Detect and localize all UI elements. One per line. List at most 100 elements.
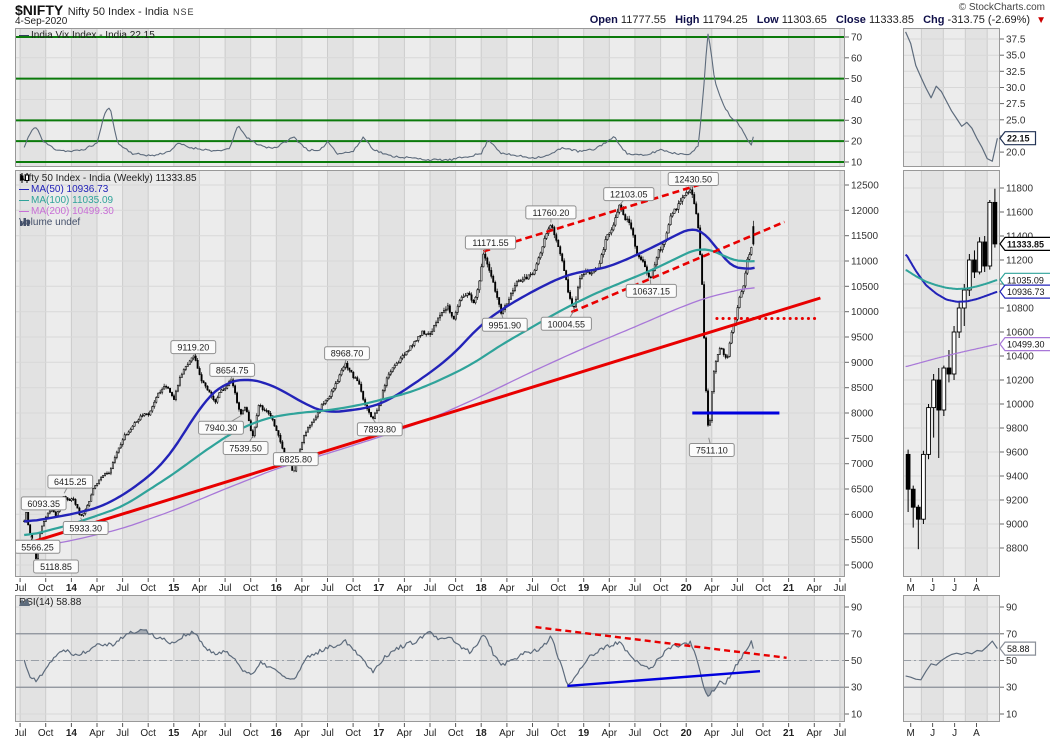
svg-text:19: 19 [578, 583, 590, 593]
svg-text:Oct: Oct [755, 583, 771, 593]
svg-text:5118.85: 5118.85 [40, 562, 72, 572]
svg-text:30.0: 30.0 [1006, 83, 1026, 94]
svg-text:9000: 9000 [1006, 520, 1029, 531]
svg-text:11600: 11600 [1006, 208, 1034, 219]
chg-value: -313.75 (-2.69%) [947, 14, 1031, 26]
chart-header: $NIFTY Nifty 50 Index - India NSE 4-Sep-… [0, 0, 1050, 27]
svg-text:Jul: Jul [15, 728, 26, 739]
svg-text:J: J [952, 728, 957, 739]
svg-text:A: A [973, 583, 980, 593]
svg-text:20: 20 [681, 583, 693, 593]
svg-text:10500: 10500 [851, 282, 879, 293]
svg-text:5500: 5500 [851, 535, 874, 546]
svg-text:15: 15 [168, 583, 180, 593]
svg-text:70: 70 [851, 629, 863, 640]
svg-text:17: 17 [373, 583, 385, 593]
svg-text:18: 18 [476, 728, 488, 739]
svg-text:30: 30 [1006, 683, 1018, 694]
ticker-symbol: $NIFTY [15, 2, 64, 18]
svg-text:9119.20: 9119.20 [177, 343, 209, 353]
svg-text:Oct: Oct [448, 583, 464, 593]
ma50-label: MA(50) 10936.73 [31, 184, 109, 195]
svg-text:Jul: Jul [834, 583, 847, 593]
svg-text:Oct: Oct [243, 728, 259, 739]
vix-legend: — India Vix Index - India 22.15 [19, 30, 155, 41]
ma50-legend: — MA(50) 10936.73 [19, 184, 197, 195]
svg-text:8968.70: 8968.70 [331, 349, 364, 359]
svg-text:Oct: Oct [243, 583, 259, 593]
svg-text:20.0: 20.0 [1006, 148, 1026, 159]
svg-text:7893.80: 7893.80 [364, 425, 397, 435]
svg-text:15: 15 [168, 728, 180, 739]
svg-text:Jul: Jul [731, 583, 744, 593]
svg-text:Apr: Apr [602, 583, 618, 593]
svg-text:Jul: Jul [526, 583, 539, 593]
open-value: 11777.55 [620, 14, 666, 26]
price-zoom-panel: 8800 9000 9200 9400 9600 9800 10000 10200 10400 1… [903, 170, 1050, 577]
stockcharts-credit: © StockCharts.com [958, 2, 1045, 13]
svg-text:5000: 5000 [851, 561, 874, 572]
vix-zoom-panel: 20.022.525.027.530.032.535.037.522.15 [903, 28, 1037, 167]
svg-text:90: 90 [851, 603, 863, 614]
svg-text:9400: 9400 [1006, 472, 1029, 483]
svg-text:Apr: Apr [704, 728, 720, 739]
svg-text:M: M [907, 728, 915, 739]
svg-text:9000: 9000 [851, 358, 874, 369]
svg-text:40: 40 [851, 95, 863, 106]
price-legend: Nifty 50 Index - India (Weekly) 11333.85… [19, 173, 197, 228]
low-label: Low [756, 14, 779, 26]
date-axis-main-1: Jul Oct 14 Apr Jul Oct 15 Apr Jul Oct 16 Apr Jul Oct 1… [15, 578, 847, 593]
svg-text:9200: 9200 [1006, 496, 1029, 507]
svg-text:10000: 10000 [851, 307, 879, 318]
svg-text:8800: 8800 [1006, 544, 1029, 555]
quote-line: Open 11777.55 High 11794.25 Low 11303.65… [590, 14, 1046, 26]
svg-text:Jul: Jul [424, 728, 437, 739]
svg-text:Apr: Apr [704, 583, 720, 593]
svg-text:Jul: Jul [731, 728, 744, 739]
svg-text:14: 14 [66, 583, 78, 593]
svg-text:16: 16 [271, 583, 283, 593]
svg-text:11200: 11200 [1006, 256, 1034, 267]
svg-text:21: 21 [783, 728, 795, 739]
high-value: 11794.25 [702, 14, 748, 26]
svg-text:30: 30 [851, 116, 863, 127]
svg-text:58.88: 58.88 [1007, 644, 1030, 654]
svg-text:7000: 7000 [851, 459, 874, 470]
svg-text:7940.30: 7940.30 [205, 423, 238, 433]
svg-text:Jul: Jul [321, 583, 334, 593]
svg-text:10800: 10800 [1006, 304, 1034, 315]
svg-text:12500: 12500 [851, 181, 879, 192]
svg-text:11000: 11000 [851, 257, 879, 268]
svg-text:Apr: Apr [397, 728, 413, 739]
svg-text:Oct: Oct [550, 728, 566, 739]
ma200-label: MA(200) 10499.30 [31, 206, 114, 217]
svg-text:9500: 9500 [851, 333, 874, 344]
svg-text:10499.30: 10499.30 [1007, 340, 1045, 350]
svg-text:Jul: Jul [116, 583, 129, 593]
price-legend-label: Nifty 50 Index - India (Weekly) 11333.85 [19, 173, 197, 184]
svg-text:Jul: Jul [424, 583, 437, 593]
candlestick-icon [20, 173, 29, 183]
svg-text:Apr: Apr [602, 728, 618, 739]
volume-bars-icon [20, 218, 30, 226]
exchange-label: NSE [173, 7, 195, 17]
svg-text:M: M [907, 583, 915, 593]
svg-text:37.5: 37.5 [1006, 35, 1026, 46]
svg-text:Jul: Jul [321, 728, 334, 739]
svg-text:Apr: Apr [294, 728, 310, 739]
svg-text:Jul: Jul [629, 583, 642, 593]
line-swatch-icon: — [19, 195, 29, 206]
svg-text:Oct: Oct [653, 728, 669, 739]
svg-text:Oct: Oct [653, 583, 669, 593]
title-line: $NIFTY Nifty 50 Index - India NSE [15, 2, 195, 20]
svg-text:10004.55: 10004.55 [548, 319, 586, 329]
svg-text:Apr: Apr [192, 583, 208, 593]
svg-text:50: 50 [851, 74, 863, 85]
svg-text:Apr: Apr [192, 728, 208, 739]
svg-text:11035.09: 11035.09 [1007, 275, 1044, 285]
svg-text:Oct: Oct [140, 583, 156, 593]
svg-text:Oct: Oct [38, 728, 54, 739]
svg-text:Apr: Apr [397, 583, 413, 593]
ma100-legend: — MA(100) 11035.09 [19, 195, 197, 206]
volume-label: Volume undef [19, 217, 81, 228]
